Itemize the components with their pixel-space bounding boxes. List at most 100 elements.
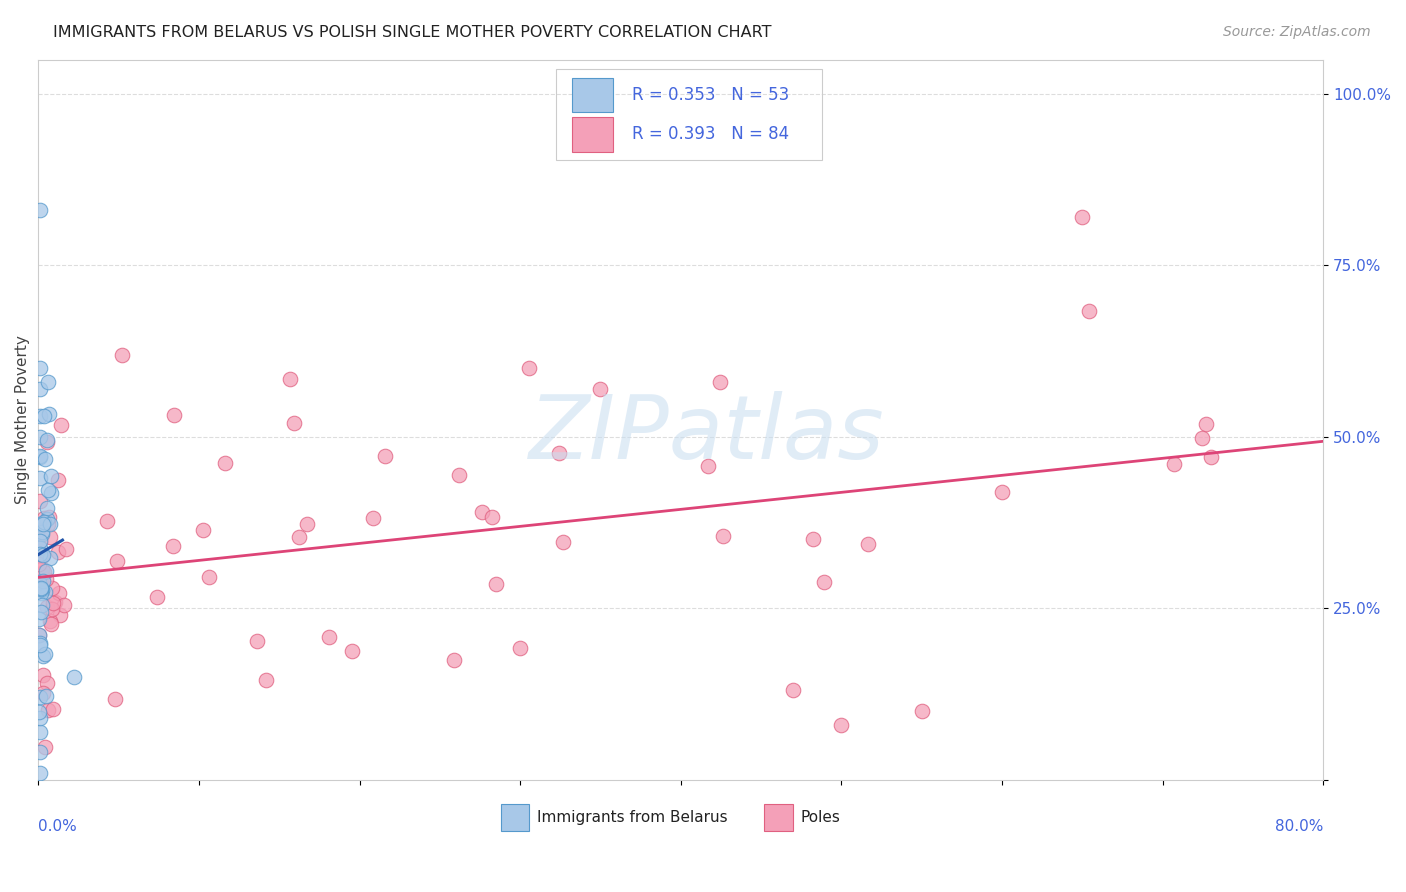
Point xyxy=(34,452,56,467)
Point xyxy=(214,457,236,471)
Point xyxy=(34,739,56,754)
Point xyxy=(447,467,470,482)
Point xyxy=(32,574,55,589)
Point xyxy=(517,361,540,376)
Point xyxy=(361,511,384,525)
Point xyxy=(32,686,55,700)
Point xyxy=(31,582,53,597)
Point xyxy=(471,505,494,519)
Text: R = 0.393   N = 84: R = 0.393 N = 84 xyxy=(631,126,789,144)
Point xyxy=(35,690,58,704)
Point xyxy=(96,514,118,528)
Point xyxy=(198,570,221,584)
Point xyxy=(32,409,55,423)
Point xyxy=(31,516,53,531)
Point xyxy=(28,430,51,444)
Point xyxy=(858,537,880,551)
Point xyxy=(41,602,63,616)
Point xyxy=(254,673,277,687)
Point xyxy=(28,612,51,626)
Point xyxy=(31,524,53,539)
Point xyxy=(37,483,59,497)
Text: Immigrants from Belarus: Immigrants from Belarus xyxy=(537,810,727,825)
Text: IMMIGRANTS FROM BELARUS VS POLISH SINGLE MOTHER POVERTY CORRELATION CHART: IMMIGRANTS FROM BELARUS VS POLISH SINGLE… xyxy=(53,25,772,40)
Point xyxy=(28,724,51,739)
Text: 80.0%: 80.0% xyxy=(1275,819,1323,834)
Point xyxy=(44,594,66,608)
Point xyxy=(246,633,269,648)
Point xyxy=(28,409,51,424)
Point xyxy=(35,572,58,586)
Bar xyxy=(765,804,793,831)
Point xyxy=(30,586,52,600)
Point xyxy=(340,644,363,658)
Point xyxy=(32,511,55,525)
Point xyxy=(48,545,70,559)
Point xyxy=(31,562,53,576)
Point xyxy=(1163,457,1185,471)
Point xyxy=(30,566,52,581)
Point xyxy=(48,473,70,487)
Point xyxy=(547,446,569,460)
Point xyxy=(111,348,134,362)
Point xyxy=(1195,417,1218,431)
Point xyxy=(37,517,59,532)
Point xyxy=(39,469,62,483)
Point xyxy=(163,408,186,422)
Point xyxy=(28,516,51,531)
Point xyxy=(709,375,731,389)
Point xyxy=(105,554,128,568)
Point xyxy=(62,670,84,684)
Point xyxy=(813,574,835,589)
Point xyxy=(31,526,53,541)
Point xyxy=(443,652,465,666)
Point xyxy=(1199,450,1222,465)
Point xyxy=(28,534,51,549)
Bar xyxy=(572,78,613,112)
Point xyxy=(35,564,58,578)
Y-axis label: Single Mother Poverty: Single Mother Poverty xyxy=(15,335,30,504)
Point xyxy=(713,529,735,543)
Point xyxy=(38,407,60,421)
Point xyxy=(32,548,55,562)
Point xyxy=(553,535,575,549)
Point xyxy=(35,600,58,615)
Point xyxy=(28,493,51,508)
Point xyxy=(193,523,215,537)
Point xyxy=(28,558,51,572)
Point xyxy=(39,530,62,544)
Point xyxy=(31,547,53,561)
Point xyxy=(374,449,396,463)
Point xyxy=(30,582,52,597)
Point xyxy=(28,690,51,705)
Point xyxy=(41,702,63,716)
Point xyxy=(28,203,51,218)
Point xyxy=(37,511,59,525)
Point xyxy=(38,510,60,524)
Point xyxy=(41,581,63,595)
Point xyxy=(318,630,340,644)
Point xyxy=(27,628,49,642)
Point xyxy=(39,551,62,566)
Point xyxy=(28,361,51,376)
Point xyxy=(34,565,56,579)
Point xyxy=(28,705,51,719)
Point xyxy=(32,515,55,529)
Point xyxy=(991,484,1014,499)
Point xyxy=(28,711,51,725)
Point xyxy=(37,375,59,389)
Bar xyxy=(557,69,823,161)
Point xyxy=(30,605,52,619)
Point xyxy=(801,532,824,546)
Point xyxy=(1191,431,1213,445)
Point xyxy=(30,566,52,580)
Point xyxy=(28,745,51,759)
Bar xyxy=(501,804,529,831)
Point xyxy=(37,702,59,716)
Point xyxy=(49,418,72,433)
Point xyxy=(509,641,531,656)
Point xyxy=(37,500,59,515)
Point xyxy=(32,668,55,682)
Point xyxy=(49,608,72,623)
Point xyxy=(30,547,52,561)
